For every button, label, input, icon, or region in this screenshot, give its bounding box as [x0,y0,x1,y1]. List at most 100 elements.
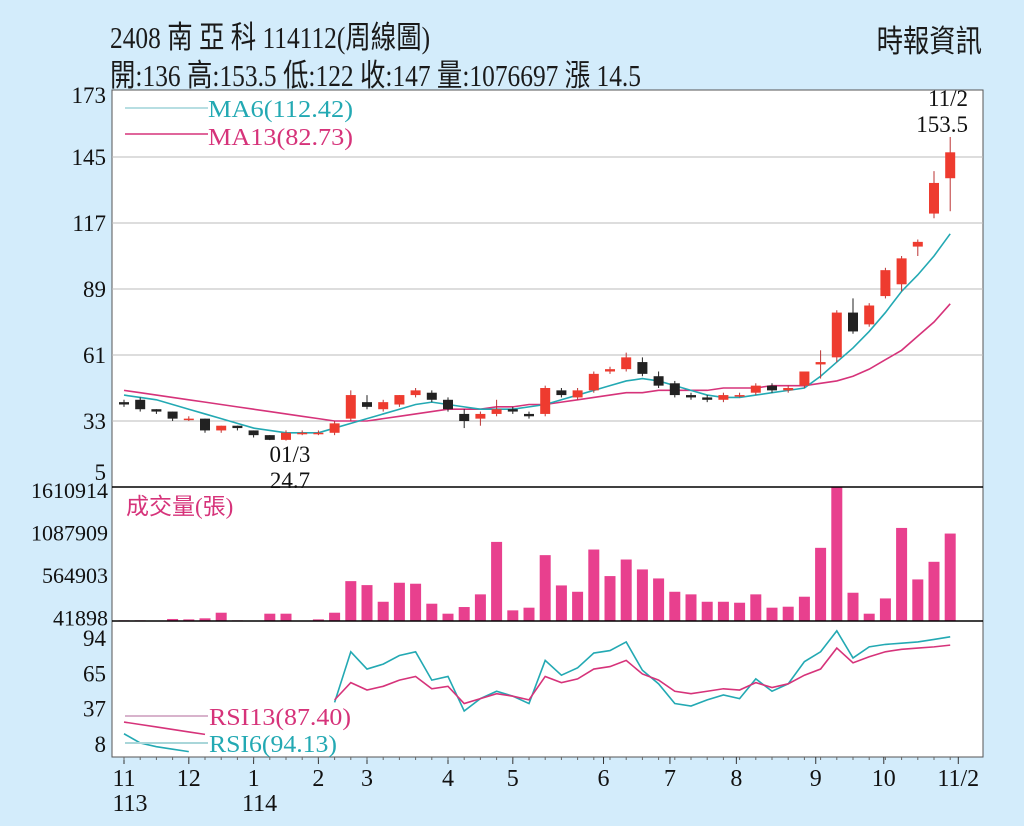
rsi-tick-label: 65 [83,662,106,687]
chart-title: 2408 南 亞 科 114112(周線圖) [110,20,431,55]
volume-bar [620,559,632,621]
candle-body [929,182,939,214]
volume-bar [815,547,827,621]
candle-body [815,362,826,365]
volume-bar [280,613,292,621]
price-summary: 開:136 高:153.5 低:122 收:147 量:1076697 漲 14… [110,58,642,93]
volume-bar [410,583,422,621]
rsi13-line [123,644,951,736]
candle-body [556,390,567,396]
volume-bar [734,602,746,621]
ma13-line [123,303,951,422]
volume-bar [717,601,729,621]
candle-body [637,362,648,374]
volume-bar [555,585,567,621]
volume-bar [701,601,713,621]
volume-bar [183,619,195,621]
candle-body [119,402,129,405]
volume-bar [879,598,891,621]
candle-body [216,425,227,431]
volume-title: 成交量(張) [126,494,233,519]
price-tick-label: 89 [83,277,106,302]
candle-body [767,385,777,391]
candle-body [702,397,713,400]
volume-bar [847,592,859,621]
x-tick-label: 4 [442,766,454,792]
x-tick-label: 9 [810,766,822,792]
rsi6-legend-label: RSI6(94.13) [209,732,337,758]
candle-body [896,258,907,285]
high-annotation-value: 153.5 [916,112,968,137]
volume-bar [685,594,697,621]
rsi-legend: RSI13(87.40) RSI6(94.13) [125,705,351,758]
candle-body [734,395,745,397]
candle-body [653,376,664,386]
candle-body [540,388,551,414]
candle-body [200,418,210,431]
volume-bar [199,618,211,621]
volume-bar [167,618,179,621]
volume-bar [215,612,227,621]
ma13-legend-label: MA13(82.73) [208,125,353,151]
x-tick-label: 5 [507,766,519,792]
x-tick-year-label: 113 [112,791,147,817]
x-tick-label: 11 [112,766,135,792]
volume-bar [944,533,956,621]
volume-bar [863,613,875,621]
candle-body [864,305,875,325]
volume-bar [912,579,924,621]
candle-body [297,432,308,435]
volume-tick-label: 1610914 [31,478,108,503]
volume-bar [539,555,551,621]
candle-body [783,388,794,391]
volume-bar [750,594,762,621]
x-tick-label: 10 [872,766,896,792]
candle-body [669,383,680,396]
candle-body [475,413,486,419]
candle-body [507,409,518,412]
x-tick-label: 2 [312,766,324,792]
price-tick-label: 5 [95,460,107,485]
price-tick-label: 33 [83,409,106,434]
candle-body [605,369,615,372]
volume-bar [572,591,584,621]
rsi13-legend-label: RSI13(87.40) [209,705,351,731]
x-tick-label: 3 [361,766,373,792]
low-annotation-date: 01/3 [270,442,311,467]
candle-body [524,413,534,417]
ma-legend: MA6(112.42) MA13(82.73) [125,97,353,151]
candle-body [459,413,470,421]
volume-bar [393,582,405,621]
low-annotation-value: 24.7 [270,468,310,493]
volume-bar [329,612,341,621]
high-annotation-date: 11/2 [928,86,968,111]
price-tick-label: 145 [72,145,107,170]
price-tick-label: 117 [72,211,106,236]
candle-body [378,402,389,410]
volume-bar [636,569,648,621]
volume-bar [798,596,810,621]
volume-bar [604,576,616,621]
candle-body [362,402,372,407]
candle-body [443,399,453,410]
candle-body [718,395,729,400]
candle-body [686,395,696,398]
candle-body [345,395,356,419]
volume-bar [312,619,324,621]
candle-body [167,411,178,419]
volume-bar [928,561,940,621]
rsi-tick-label: 37 [83,696,106,721]
candle-body [491,409,502,414]
candle-body [410,390,421,396]
x-tick-label: 11/2 [937,766,979,792]
rsi6-line [123,629,951,753]
candle-body [264,435,275,440]
x-tick-label: 12 [177,766,201,792]
volume-bar [507,610,519,621]
volume-bar [264,613,276,621]
volume-bar [458,607,470,621]
volume-bar [653,578,665,621]
volume-bar [361,585,373,621]
candle-body [329,423,340,433]
